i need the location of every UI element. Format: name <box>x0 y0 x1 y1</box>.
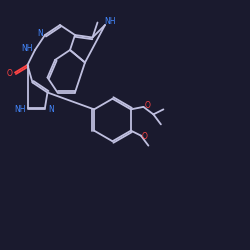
Text: N: N <box>37 29 43 38</box>
Text: O: O <box>144 101 150 110</box>
Text: O: O <box>7 69 13 78</box>
Text: NH: NH <box>104 17 116 26</box>
Text: NH: NH <box>22 44 33 53</box>
Text: O: O <box>142 132 148 141</box>
Text: N: N <box>48 106 54 114</box>
Text: NH: NH <box>14 106 26 114</box>
